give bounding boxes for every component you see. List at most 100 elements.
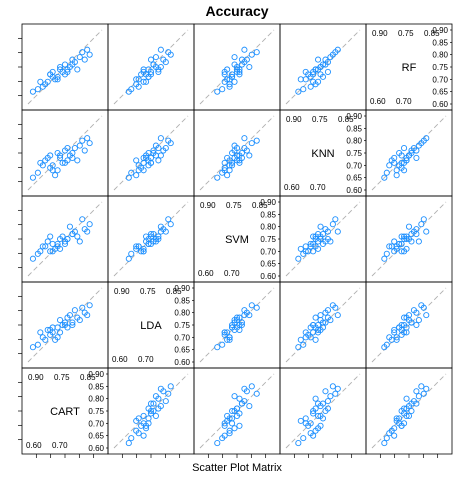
tick-label-bottom-cart-0.70: 0.70: [52, 441, 68, 450]
point-lda-vs-knn-25: [315, 321, 322, 329]
point-knn-vs-rf-25: [413, 154, 420, 161]
point-rf-vs-cart-30: [47, 71, 54, 78]
point-rf-vs-svm-30: [236, 71, 243, 78]
point-lda-vs-rf-14: [410, 307, 417, 314]
point-cart-vs-svm-10: [248, 383, 255, 390]
point-svm-vs-rf-28: [393, 243, 400, 250]
point-lda-vs-cart-17: [76, 317, 83, 324]
point-rf-vs-cart-19: [66, 63, 73, 71]
point-knn-vs-cart-12: [64, 157, 71, 164]
tick-label-top-knn-0.75: 0.75: [312, 115, 328, 124]
point-rf-vs-knn-28: [302, 76, 309, 83]
tick-label-svm-0.65: 0.65: [260, 260, 276, 269]
point-knn-vs-rf-11: [383, 169, 390, 176]
point-lda-vs-cart-4: [44, 326, 51, 333]
tick-label-rf-0.70: 0.70: [432, 75, 448, 84]
point-cart-vs-lda-28: [135, 415, 142, 422]
point-rf-vs-cart-26: [37, 78, 44, 85]
point-rf-vs-svm-10: [248, 51, 255, 58]
point-svm-vs-cart-24: [49, 240, 56, 247]
point-knn-vs-svm-24: [229, 162, 236, 169]
point-rf-vs-lda-21: [125, 88, 132, 95]
point-svm-vs-lda-27: [157, 228, 164, 235]
point-knn-vs-rf-28: [393, 167, 400, 174]
point-svm-vs-knn-30: [317, 233, 324, 240]
point-cart-vs-rf-19: [405, 403, 413, 410]
point-svm-vs-cart-25: [69, 231, 76, 238]
point-cart-vs-knn-18: [312, 427, 319, 434]
point-knn-vs-lda-22: [150, 147, 157, 154]
point-knn-vs-rf-22: [408, 147, 415, 154]
tick-label-lda-0.90: 0.90: [174, 284, 190, 293]
point-rf-vs-knn-17: [327, 54, 334, 61]
point-knn-vs-lda-1: [155, 157, 162, 164]
tick-label-bottom-rf-0.60: 0.60: [370, 97, 386, 106]
point-lda-vs-knn-26: [310, 329, 317, 336]
point-svm-vs-knn-28: [302, 243, 309, 250]
point-lda-vs-knn-14: [324, 307, 331, 314]
tick-label-top-rf-0.90: 0.90: [372, 29, 388, 38]
point-knn-vs-rf-17: [415, 142, 422, 149]
point-knn-vs-cart-26: [37, 159, 44, 166]
point-rf-vs-lda-18: [133, 81, 140, 88]
point-cart-vs-lda-4: [143, 425, 150, 432]
point-knn-vs-lda-29: [155, 145, 162, 152]
point-rf-vs-svm-17: [231, 54, 238, 61]
point-cart-vs-lda-23: [165, 390, 172, 397]
point-knn-vs-cart-24: [49, 162, 56, 169]
point-knn-vs-lda-30: [143, 152, 150, 159]
tick-label-knn-0.65: 0.65: [346, 174, 362, 183]
tick-label-top-cart-0.75: 0.75: [54, 373, 70, 382]
point-svm-vs-lda-29: [155, 235, 162, 243]
point-svm-vs-knn-24: [307, 240, 314, 247]
point-svm-vs-knn-11: [300, 250, 307, 257]
point-cart-vs-knn-17: [327, 393, 334, 400]
point-rf-vs-knn-21: [295, 88, 302, 95]
point-knn-vs-svm-10: [248, 140, 255, 147]
tick-label-svm-0.70: 0.70: [260, 247, 276, 256]
point-knn-vs-lda-9: [133, 172, 140, 179]
tick-label-lda-0.75: 0.75: [174, 321, 190, 330]
point-lda-vs-cart-8: [69, 319, 76, 326]
point-rf-vs-lda-14: [162, 59, 169, 66]
point-knn-vs-svm-14: [241, 145, 248, 152]
point-cart-vs-knn-13: [319, 415, 327, 422]
point-svm-vs-cart-2: [61, 240, 69, 247]
point-rf-vs-lda-27: [157, 46, 164, 53]
point-svm-vs-lda-26: [140, 248, 147, 255]
tick-label-knn-0.75: 0.75: [346, 149, 362, 158]
point-lda-vs-svm-20: [224, 329, 231, 336]
point-cart-vs-rf-11: [383, 435, 390, 442]
point-rf-vs-lda-22: [150, 61, 157, 68]
point-svm-vs-lda-23: [165, 216, 172, 223]
point-lda-vs-rf-23: [420, 304, 427, 311]
tick-label-cart-0.65: 0.65: [88, 432, 104, 441]
point-rf-vs-svm-27: [241, 46, 248, 53]
point-rf-vs-cart-21: [29, 88, 36, 95]
point-knn-vs-svm-23: [253, 137, 260, 144]
point-cart-vs-svm-24: [229, 420, 236, 427]
tick-label-rf-0.85: 0.85: [432, 38, 448, 47]
point-cart-vs-lda-13: [145, 415, 152, 422]
point-rf-vs-cart-10: [86, 51, 93, 58]
tick-label-bottom-knn-0.60: 0.60: [284, 183, 300, 192]
point-svm-vs-cart-27: [84, 228, 91, 235]
point-cart-vs-rf-28: [393, 415, 400, 422]
point-knn-vs-cart-25: [69, 154, 76, 161]
point-knn-vs-cart-16: [59, 159, 66, 166]
point-svm-vs-rf-11: [383, 250, 390, 257]
point-svm-vs-knn-14: [324, 228, 331, 235]
point-svm-vs-knn-27: [334, 228, 341, 235]
point-rf-vs-knn-16: [310, 68, 317, 75]
point-knn-vs-cart-27: [84, 135, 91, 142]
point-svm-vs-lda-30: [143, 233, 150, 240]
point-svm-vs-rf-15: [398, 248, 405, 255]
tick-label-top-svm-0.90: 0.90: [200, 201, 216, 210]
point-rf-vs-cart-11: [34, 86, 41, 93]
panel-grid: RF0.900.850.800.750.700.650.600.90 0.75 0.…: [18, 23, 453, 458]
point-knn-vs-lda-28: [135, 167, 142, 174]
point-rf-vs-cart-25: [69, 56, 76, 63]
point-cart-vs-rf-1: [403, 395, 410, 402]
point-knn-vs-svm-21: [214, 174, 221, 181]
point-cart-vs-rf-30: [398, 422, 405, 429]
